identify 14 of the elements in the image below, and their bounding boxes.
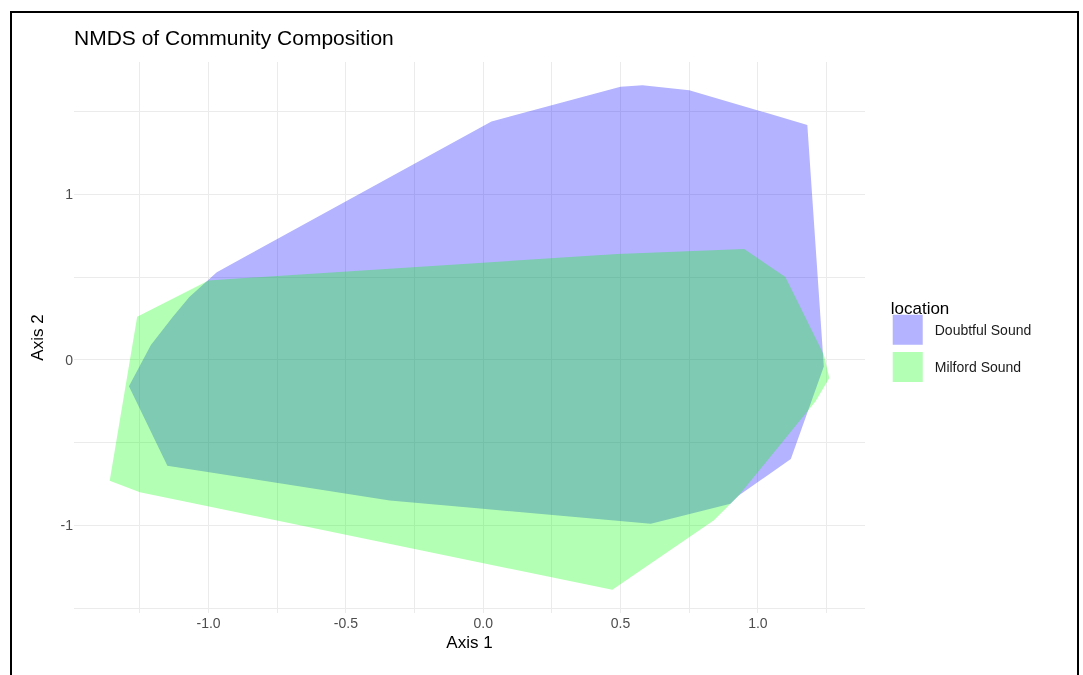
legend-title: location xyxy=(890,299,950,319)
x-tick-label: 0.0 xyxy=(473,615,494,631)
y-tick-label: -1 xyxy=(60,517,74,534)
x-tick-label: -1.0 xyxy=(196,615,221,631)
x-tick-label: 0.5 xyxy=(610,615,631,631)
x-tick-label: -0.5 xyxy=(333,615,359,631)
y-tick-label: 1 xyxy=(65,186,74,203)
y-axis-title: Axis 2 xyxy=(28,314,48,361)
y-tick-label: 0 xyxy=(65,351,74,368)
legend-label: Milford Sound xyxy=(934,359,1022,376)
x-tick-label: 1.0 xyxy=(748,615,768,631)
legend-label: Doubtful Sound xyxy=(934,322,1032,339)
chart-title: NMDS of Community Composition xyxy=(74,26,394,50)
x-axis-title: Axis 1 xyxy=(446,633,493,653)
